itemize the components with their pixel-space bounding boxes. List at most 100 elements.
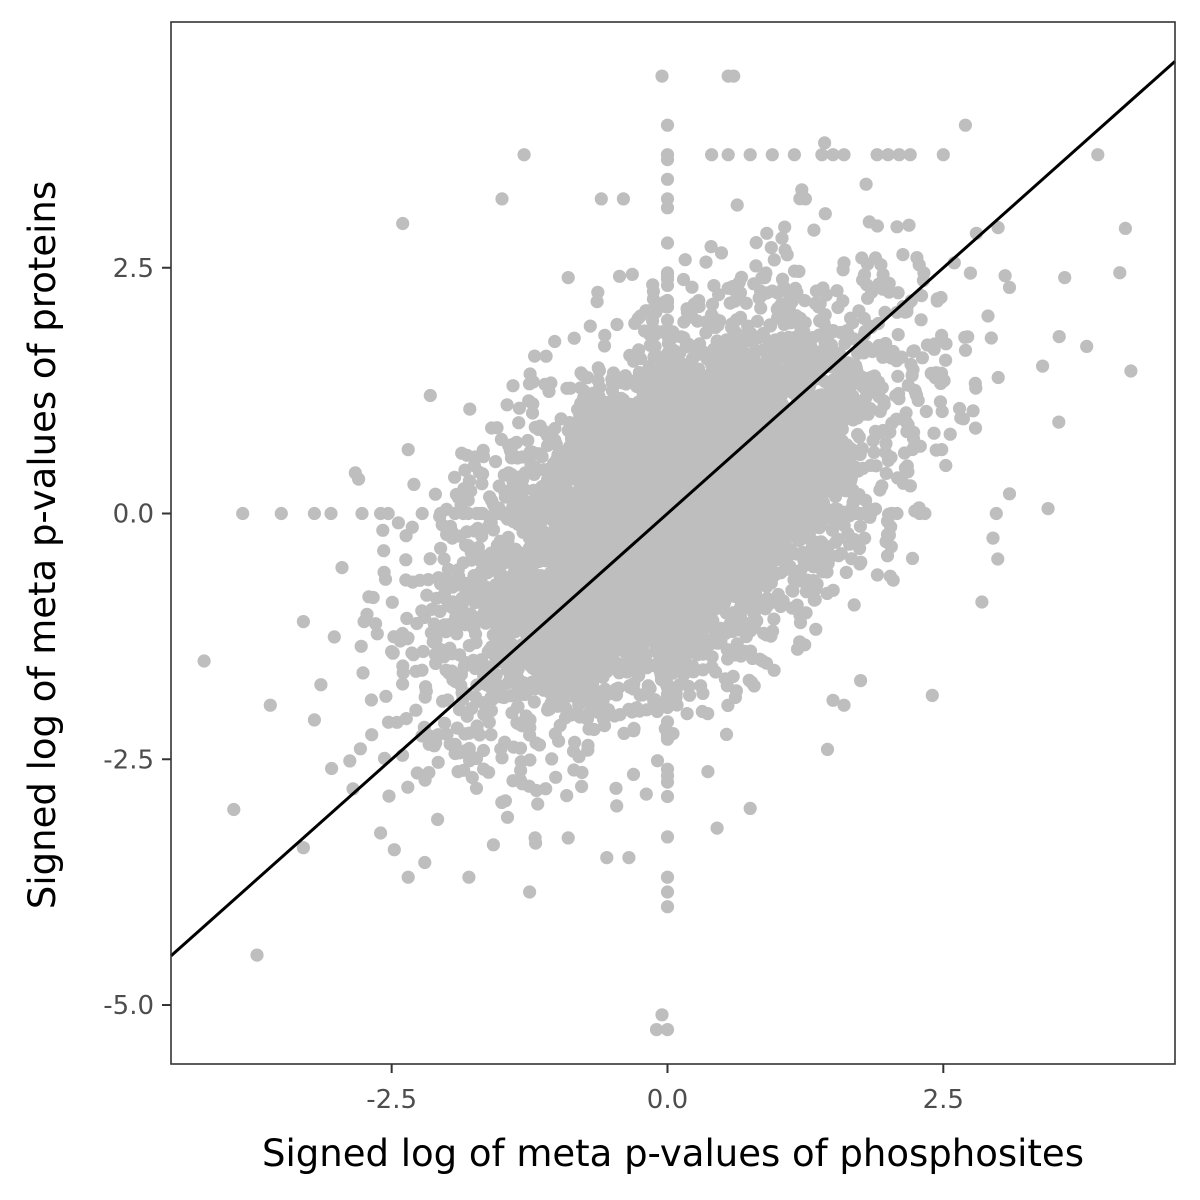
data-point	[704, 240, 718, 254]
data-point	[409, 703, 423, 717]
data-point	[642, 452, 656, 466]
data-point	[416, 644, 430, 659]
data-point	[597, 339, 612, 353]
data-point	[678, 253, 692, 267]
data-point	[585, 676, 600, 690]
data-point	[809, 622, 823, 636]
data-point	[549, 770, 563, 784]
data-point	[818, 207, 832, 221]
data-point	[641, 679, 655, 693]
data-point	[741, 412, 755, 426]
data-point	[529, 464, 544, 478]
data-point	[468, 595, 482, 610]
data-point	[757, 626, 771, 640]
data-point	[714, 246, 729, 260]
data-point	[843, 388, 857, 402]
data-point	[685, 280, 699, 294]
data-point	[873, 483, 887, 497]
points-layer	[197, 69, 1138, 1037]
data-point	[730, 198, 744, 212]
data-point	[890, 220, 904, 234]
data-point	[643, 338, 657, 352]
data-point	[438, 716, 452, 730]
data-point	[774, 297, 789, 311]
data-point	[501, 530, 515, 544]
data-point	[500, 398, 514, 412]
data-point	[677, 315, 691, 329]
data-point	[471, 578, 485, 592]
data-point	[250, 948, 264, 962]
data-point	[469, 781, 484, 795]
data-point	[399, 712, 413, 726]
data-point	[385, 595, 399, 609]
data-point	[580, 712, 595, 726]
data-point	[436, 694, 450, 708]
data-point	[514, 518, 528, 532]
data-point	[694, 679, 708, 693]
data-point	[707, 598, 721, 612]
data-point	[617, 726, 631, 741]
data-point	[343, 754, 357, 768]
data-point	[434, 541, 448, 555]
data-point	[451, 491, 465, 505]
data-point	[958, 343, 973, 357]
data-point	[442, 666, 456, 680]
data-point	[370, 627, 384, 641]
data-point	[910, 251, 924, 265]
data-point	[896, 248, 910, 262]
data-point	[495, 795, 509, 810]
data-point	[749, 236, 763, 250]
data-point	[734, 270, 749, 284]
data-point	[314, 678, 328, 692]
data-point	[757, 542, 771, 557]
data-point	[680, 707, 694, 721]
data-point	[482, 590, 497, 604]
data-point	[858, 531, 872, 545]
data-point	[611, 681, 625, 695]
data-point	[455, 446, 469, 460]
data-point	[376, 523, 390, 537]
data-point	[902, 218, 916, 232]
data-point	[905, 551, 920, 566]
data-point	[581, 738, 595, 753]
data-point	[966, 404, 980, 418]
data-point	[415, 663, 429, 677]
data-point	[596, 689, 610, 703]
data-point	[598, 328, 612, 342]
data-point	[505, 706, 519, 720]
data-point	[610, 317, 624, 332]
data-point	[927, 337, 942, 351]
data-point	[532, 738, 547, 752]
data-point	[991, 370, 1005, 385]
data-point	[892, 392, 906, 406]
data-point	[852, 430, 866, 444]
data-point	[463, 402, 477, 416]
data-point	[807, 223, 821, 237]
data-point	[896, 476, 910, 490]
data-point	[566, 744, 581, 758]
data-point	[476, 743, 491, 758]
data-point	[807, 593, 821, 607]
data-point	[648, 693, 662, 707]
data-point	[778, 220, 792, 234]
data-point	[431, 812, 445, 827]
data-point	[778, 364, 792, 378]
data-point	[227, 802, 241, 817]
data-point	[531, 797, 545, 811]
data-point	[465, 770, 479, 785]
data-point	[676, 272, 691, 287]
data-point	[847, 598, 861, 612]
data-point	[719, 606, 734, 620]
data-point	[609, 662, 623, 676]
data-point	[767, 253, 781, 267]
data-point	[853, 519, 868, 533]
data-point	[998, 269, 1012, 283]
data-point	[537, 425, 552, 439]
data-point	[623, 348, 637, 362]
data-point	[548, 334, 562, 349]
data-point	[859, 177, 873, 191]
data-point	[476, 443, 490, 457]
data-point	[732, 572, 746, 586]
data-point	[475, 477, 489, 491]
data-point	[991, 221, 1005, 235]
